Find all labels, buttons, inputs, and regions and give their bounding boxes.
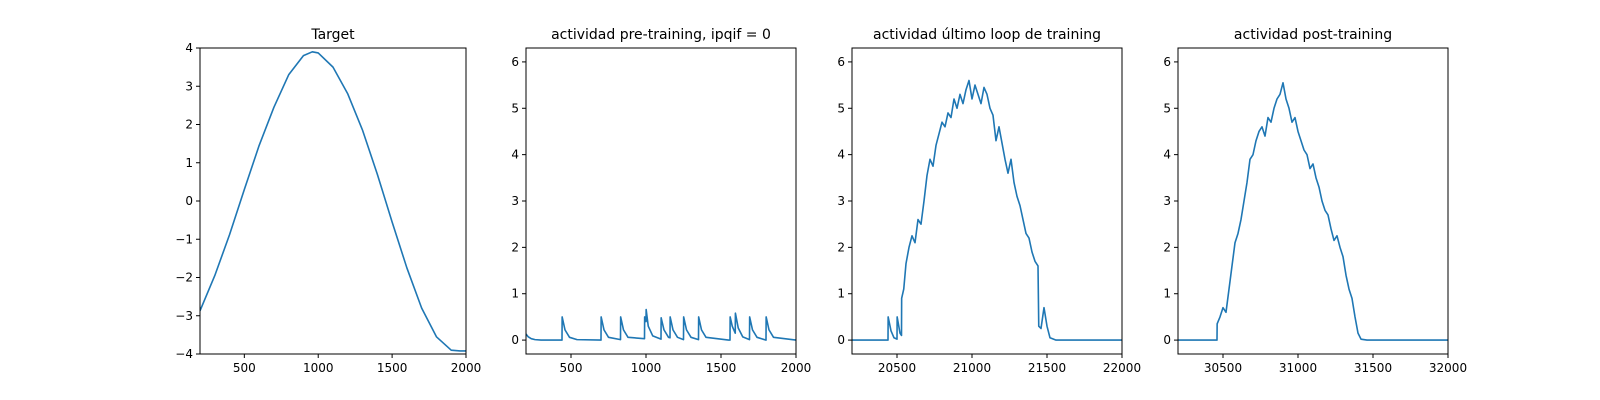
series-line-1 xyxy=(200,51,466,352)
y-tick-label: −1 xyxy=(175,232,193,246)
y-tick-label: 3 xyxy=(837,194,845,208)
chart-title: Target xyxy=(310,27,355,43)
series-line-1 xyxy=(1178,81,1448,341)
y-tick-label: −3 xyxy=(175,309,193,323)
axes-frame xyxy=(525,47,797,355)
y-tick-label: 0 xyxy=(1163,333,1171,347)
y-tick-label: 5 xyxy=(511,101,519,115)
x-tick-label: 2000 xyxy=(781,361,812,375)
x-tick-label: 500 xyxy=(233,361,256,375)
x-tick-label: 2000 xyxy=(451,361,482,375)
y-tick-label: 3 xyxy=(511,194,519,208)
x-tick-label: 1000 xyxy=(631,361,662,375)
axes-frame xyxy=(1177,47,1449,355)
y-tick-label: 6 xyxy=(837,55,845,69)
y-tick-label: 1 xyxy=(511,287,519,301)
x-tick-label: 31000 xyxy=(1279,361,1317,375)
chart-panel-4: 30500 31000 31500 32000 0 1 2 3 4 5 6 actividad pos… xyxy=(1163,27,1467,375)
y-tick-label: −4 xyxy=(175,347,193,361)
y-tick-label: 4 xyxy=(1163,148,1171,162)
series-line-1 xyxy=(526,308,796,341)
y-tick-label: 3 xyxy=(185,79,193,93)
x-tick-label: 30500 xyxy=(1204,361,1242,375)
y-tick-label: −2 xyxy=(175,271,193,285)
chart-panel-2: 500 1000 1500 2000 0 1 2 3 4 5 6 actividad pre-trai… xyxy=(511,27,811,375)
y-tick-label: 6 xyxy=(1163,55,1171,69)
y-tick-label: 1 xyxy=(185,156,193,170)
y-tick-label: 2 xyxy=(511,240,519,254)
y-tick-label: 3 xyxy=(1163,194,1171,208)
x-tick-label: 21500 xyxy=(1028,361,1066,375)
y-tick-label: 2 xyxy=(185,118,193,132)
y-tick-label: 5 xyxy=(1163,101,1171,115)
chart-title: actividad último loop de training xyxy=(873,27,1101,43)
y-tick-label: 0 xyxy=(511,333,519,347)
series-line-1 xyxy=(852,79,1122,341)
y-tick-label: 0 xyxy=(837,333,845,347)
y-tick-label: 6 xyxy=(511,55,519,69)
x-tick-label: 21000 xyxy=(953,361,991,375)
y-tick-label: 2 xyxy=(1163,240,1171,254)
x-tick-label: 31500 xyxy=(1354,361,1392,375)
chart-panel-3: 20500 21000 21500 22000 0 1 2 3 4 5 6 actividad últ… xyxy=(837,27,1141,375)
x-tick-label: 1500 xyxy=(706,361,737,375)
x-tick-label: 22000 xyxy=(1103,361,1141,375)
x-tick-label: 500 xyxy=(560,361,583,375)
y-tick-label: 5 xyxy=(837,101,845,115)
x-tick-label: 32000 xyxy=(1429,361,1467,375)
chart-title: actividad post-training xyxy=(1234,27,1392,43)
y-tick-label: 4 xyxy=(837,148,845,162)
x-tick-label: 20500 xyxy=(878,361,916,375)
y-tick-label: 2 xyxy=(837,240,845,254)
y-tick-label: 0 xyxy=(185,194,193,208)
chart-panel-1: 500 1000 1500 2000 −4 −3 −2 −1 0 1 2 3 4 Target xyxy=(175,27,481,375)
y-tick-label: 1 xyxy=(1163,287,1171,301)
x-tick-label: 1000 xyxy=(303,361,334,375)
chart-title: actividad pre-training, ipqif = 0 xyxy=(551,27,771,43)
y-tick-label: 4 xyxy=(185,41,193,55)
x-tick-label: 1500 xyxy=(377,361,408,375)
y-tick-label: 1 xyxy=(837,287,845,301)
y-tick-label: 4 xyxy=(511,148,519,162)
